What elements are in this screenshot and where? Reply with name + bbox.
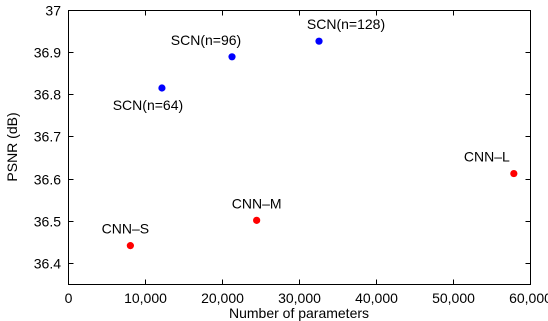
y-tick-label: 36.6	[34, 172, 61, 188]
point-label: SCN(n=128)	[307, 16, 385, 32]
y-axis-label: PSNR (dB)	[4, 112, 20, 181]
point-label: SCN(n=64)	[113, 97, 183, 113]
point-label: CNN–S	[102, 221, 149, 237]
data-point	[126, 242, 134, 250]
data-point	[158, 84, 166, 92]
plot-frame	[68, 10, 531, 285]
point-label: SCN(n=96)	[171, 32, 241, 48]
point-label: CNN–L	[464, 149, 510, 165]
data-point	[510, 169, 518, 178]
x-tick-label: 40,000	[355, 290, 398, 306]
data-point	[315, 37, 323, 45]
x-tick-label: 0	[65, 290, 73, 306]
x-tick-label: 50,000	[432, 290, 475, 306]
x-tick-label: 20,000	[201, 290, 244, 306]
y-tick-label: 36.8	[34, 87, 61, 103]
x-tick-label: 30,000	[278, 290, 321, 306]
axes	[68, 10, 531, 285]
data-point	[228, 53, 236, 61]
y-tick-label: 36.5	[34, 214, 61, 230]
y-tick-label: 36.7	[34, 129, 61, 145]
y-tick-label: 36.9	[34, 45, 61, 61]
x-tick-label: 10,000	[124, 290, 167, 306]
y-tick-label: 37	[45, 3, 61, 19]
y-tick-label: 36.4	[34, 256, 61, 272]
data-points	[126, 37, 518, 250]
data-point	[253, 216, 261, 224]
point-labels: SCN(n=64) SCN(n=96) SCN(n=128) CNN–S CNN–M CN…	[102, 16, 510, 236]
x-tick-label: 60,000	[509, 290, 548, 306]
point-label: CNN–M	[232, 195, 282, 211]
x-axis-label: Number of parameters	[229, 305, 369, 321]
ticks: 0 10,000 20,000 30,000 40,000 50,000 60,000 36.…	[34, 3, 548, 307]
